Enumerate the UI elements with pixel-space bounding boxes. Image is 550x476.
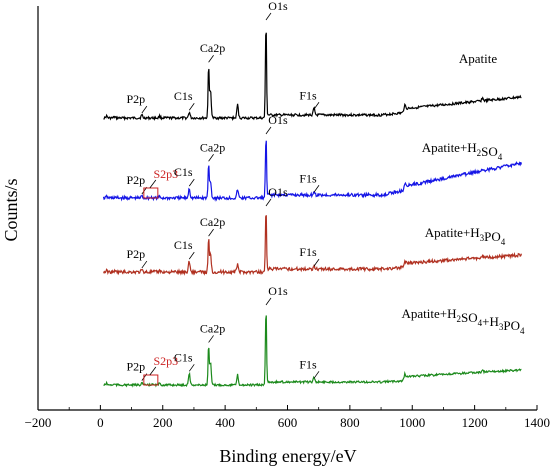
- x-tick-label: 400: [215, 415, 235, 430]
- series-line: [103, 32, 522, 122]
- x-tick-label: 1400: [524, 415, 550, 430]
- peak-label-c1s: C1s: [174, 165, 193, 179]
- peak-leader: [188, 178, 195, 187]
- axis-layer: −200 0 200 400 600 800 1000 1200 1400: [25, 6, 550, 430]
- peak-label-c1s: C1s: [174, 89, 193, 103]
- peak-leader: [188, 251, 195, 260]
- peak-label-c1s: C1s: [174, 238, 193, 252]
- peak-leader: [265, 297, 272, 306]
- series-line: [103, 315, 522, 388]
- peak-label-o1s: O1s: [268, 185, 288, 199]
- series-legend-4: Apatite+H2SO4+H3PO4: [402, 306, 525, 336]
- peak-label-f1s: F1s: [299, 171, 317, 185]
- peak-label-o1s: O1s: [268, 113, 288, 127]
- x-tick-label: 1000: [399, 415, 425, 430]
- peak-leader: [265, 12, 272, 21]
- series-legend-2: Apatite+H2SO4: [422, 140, 503, 162]
- peak-leader: [141, 105, 148, 114]
- peak-label-ca2p: Ca2p: [200, 41, 225, 55]
- peak-label-ca2p: Ca2p: [200, 215, 225, 229]
- x-tick-label: 800: [340, 415, 360, 430]
- peak-label-o1s: O1s: [268, 284, 288, 298]
- series-legend-3: Apatite+H3PO4: [425, 225, 506, 247]
- series-3: P2p C1s Ca2p O1s F1s Apatite+H3PO4: [102, 185, 522, 276]
- peak-label-p2p: P2p: [127, 92, 146, 106]
- peak-label-c1s: C1s: [174, 350, 193, 364]
- peak-label-ca2p: Ca2p: [200, 321, 225, 335]
- peak-label-s2p3: S2p3: [153, 354, 178, 368]
- peak-label-o1s: O1s: [268, 0, 288, 13]
- x-tick-label: 600: [278, 415, 298, 430]
- x-tick-label: −200: [25, 415, 52, 430]
- peak-leader: [208, 154, 214, 162]
- series-legend-1: Apatite: [459, 51, 497, 66]
- highlight-box: [143, 374, 159, 386]
- x-tick-label: 1200: [462, 415, 488, 430]
- peak-label-p2p: P2p: [127, 247, 146, 261]
- peak-leader: [141, 260, 148, 269]
- peak-leader: [313, 102, 320, 110]
- y-axis-title: Counts/s: [1, 178, 21, 241]
- series-line: [102, 215, 522, 276]
- x-axis-title: Binding energy/eV: [219, 446, 356, 466]
- peak-label-f1s: F1s: [299, 357, 317, 371]
- peak-leader: [313, 258, 320, 267]
- peak-leader: [188, 103, 195, 111]
- peak-leader: [149, 179, 157, 189]
- peak-label-p2p: P2p: [127, 173, 146, 187]
- x-tick-label: 200: [153, 415, 173, 430]
- highlight-box: [143, 187, 159, 199]
- peak-label-s2p3: S2p3: [153, 167, 178, 181]
- peak-leader: [313, 185, 320, 193]
- peak-leader: [188, 364, 195, 372]
- x-tick-label: 0: [97, 415, 104, 430]
- peak-leader: [313, 371, 320, 379]
- peak-leader: [208, 55, 214, 63]
- peak-leader: [265, 126, 272, 135]
- series-1: P2p C1s Ca2p O1s F1s Apatite: [103, 0, 522, 122]
- peak-label-ca2p: Ca2p: [200, 140, 225, 154]
- peak-leader: [265, 198, 272, 207]
- peak-label-f1s: F1s: [299, 245, 317, 259]
- peak-leader: [208, 335, 214, 343]
- peak-leader: [208, 228, 214, 237]
- series-line: [102, 140, 522, 202]
- peak-leader: [149, 366, 157, 376]
- peak-label-f1s: F1s: [299, 88, 317, 102]
- peak-label-p2p: P2p: [127, 360, 146, 374]
